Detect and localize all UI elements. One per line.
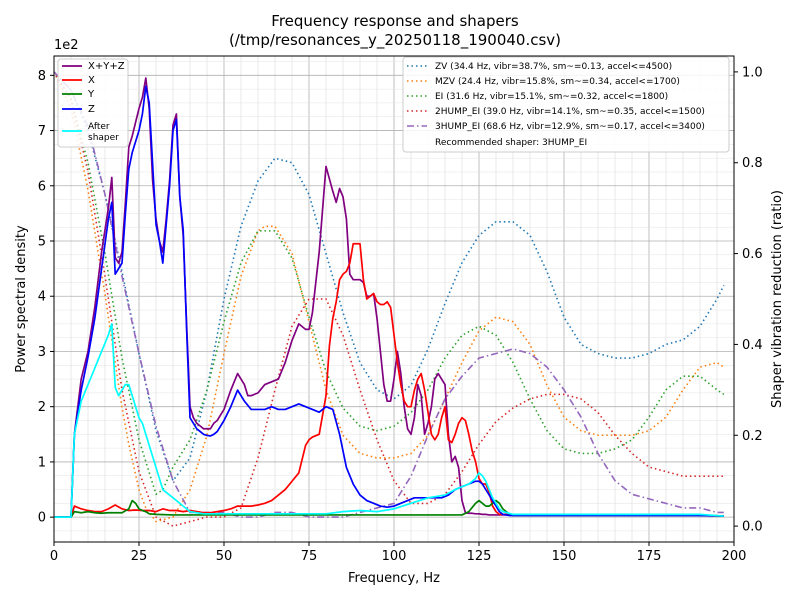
- y-tick-label: 0: [38, 511, 46, 526]
- psd-curves: [54, 77, 724, 519]
- series-line-x: [54, 242, 724, 519]
- y-tick-label: 4: [38, 290, 46, 305]
- legend-label-2hump-ei: 2HUMP_EI (39.0 Hz, vibr=14.1%, sm~=0.35,…: [435, 107, 705, 117]
- x-tick-label: 200: [722, 549, 747, 564]
- legend-right: ZV (34.4 Hz, vibr=38.7%, sm~=0.13, accel…: [402, 56, 730, 153]
- y2-axis-ticks: 0.0 0.2 0.4 0.6 0.8 1.0: [734, 65, 763, 535]
- y2-tick-label: 0.8: [742, 156, 763, 171]
- x-axis-ticks: 0 25 50 75 100 125 150 175 200: [50, 542, 747, 564]
- legend-recommended-shaper: Recommended shaper: 3HUMP_EI: [435, 138, 587, 148]
- y2-tick-label: 0.6: [742, 247, 763, 262]
- legend-left: X+Y+Z X Y Z After shaper: [57, 58, 129, 148]
- x-tick-label: 125: [467, 549, 492, 564]
- y-tick-label: 7: [38, 124, 46, 139]
- y-axis-label: Power spectral density: [14, 225, 29, 373]
- series-line-after: [54, 323, 724, 519]
- legend-label-zv: ZV (34.4 Hz, vibr=38.7%, sm~=0.13, accel…: [435, 62, 672, 72]
- y-tick-label: 5: [38, 235, 46, 250]
- legend-label-xyz: X+Y+Z: [88, 61, 125, 72]
- x-tick-label: 25: [131, 549, 148, 564]
- x-axis-label: Frequency, Hz: [348, 571, 440, 586]
- legend-label-after: After: [88, 122, 110, 132]
- y-axis-ticks: 0 1 2 3 4 5 6 7 8: [38, 69, 54, 526]
- series-line-ei: [53, 71, 725, 496]
- y-tick-label: 3: [38, 345, 46, 360]
- legend-label-ei: EI (31.6 Hz, vibr=15.1%, sm~=0.32, accel…: [435, 92, 668, 102]
- series-line-z: [54, 85, 724, 519]
- x-tick-label: 100: [382, 549, 407, 564]
- y-tick-label: 6: [38, 179, 46, 194]
- legend-label-3hump-ei: 3HUMP_EI (68.6 Hz, vibr=12.9%, sm~=0.17,…: [435, 122, 705, 132]
- x-tick-label: 75: [301, 549, 318, 564]
- y2-axis-label: Shaper vibration reduction (ratio): [770, 190, 785, 408]
- y2-tick-label: 0.4: [742, 338, 763, 353]
- y2-tick-label: 1.0: [742, 65, 763, 80]
- y-tick-label: 2: [38, 400, 46, 415]
- legend-right-frame: [402, 56, 730, 153]
- x-tick-label: 150: [552, 549, 577, 564]
- y2-tick-label: 0.0: [742, 520, 763, 535]
- legend-label-z: Z: [88, 104, 95, 115]
- legend-label-mzv: MZV (24.4 Hz, vibr=15.8%, sm~=0.34, acce…: [435, 77, 680, 87]
- legend-label-x: X: [88, 75, 95, 86]
- x-tick-label: 175: [637, 549, 662, 564]
- legend-label-shaper: shaper: [88, 133, 119, 143]
- legend-left-frame: [57, 58, 129, 148]
- y-multiplier-label: 1e2: [54, 38, 79, 53]
- y-tick-label: 1: [38, 455, 46, 470]
- chart-title: Frequency response and shapers: [271, 12, 519, 30]
- chart-subtitle: (/tmp/resonances_y_20250118_190040.csv): [229, 31, 561, 50]
- x-tick-label: 50: [216, 549, 233, 564]
- legend-label-y: Y: [87, 89, 95, 100]
- series-line-3hump-ei: [53, 71, 724, 518]
- series-line-zv: [53, 71, 725, 482]
- series-line-2hump-ei: [53, 71, 724, 527]
- y-tick-label: 8: [38, 69, 46, 84]
- y2-tick-label: 0.2: [742, 429, 763, 444]
- x-tick-label: 0: [50, 549, 58, 564]
